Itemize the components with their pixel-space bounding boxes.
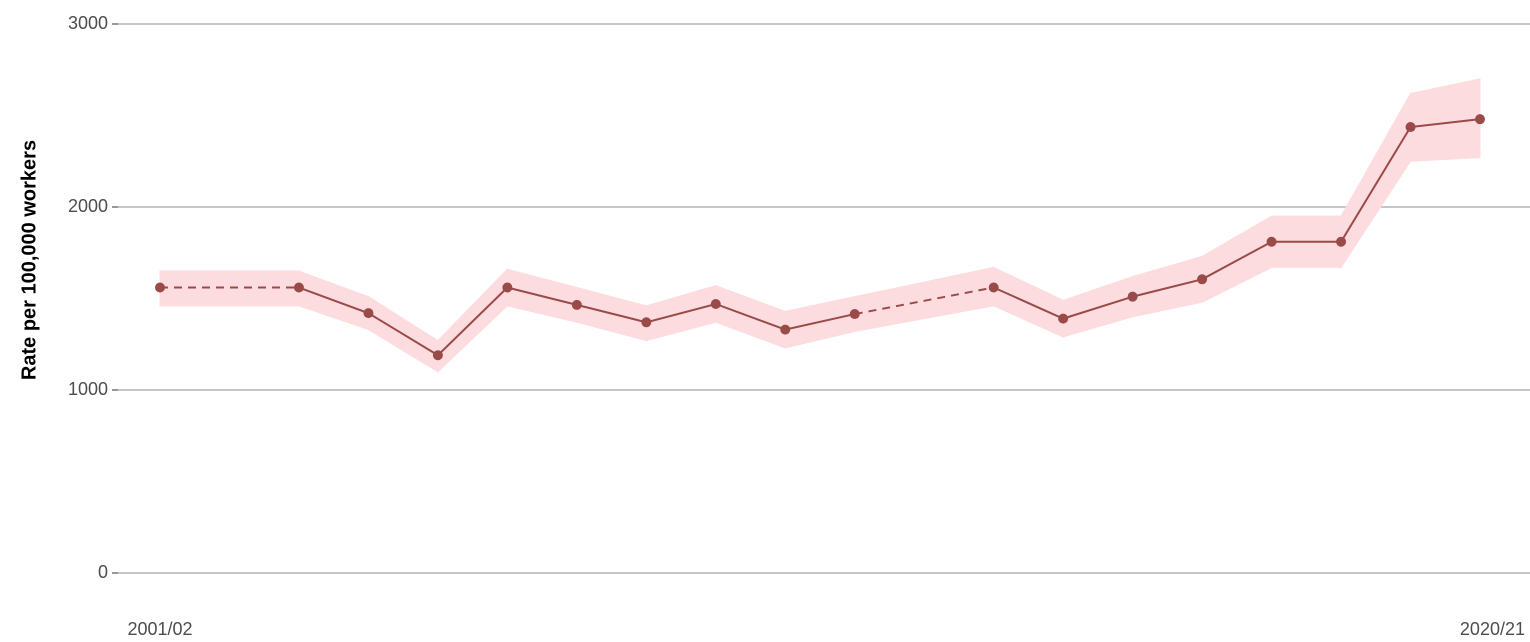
confidence-band	[1410, 78, 1481, 162]
point	[1405, 122, 1416, 133]
y-tick-label: 2000	[68, 196, 108, 216]
point	[1197, 274, 1208, 285]
point	[502, 282, 513, 293]
point	[432, 350, 443, 361]
point	[1127, 291, 1138, 302]
point	[641, 317, 652, 328]
gap-line	[854, 286, 994, 316]
y-axis-title: Rate per 100,000 workers	[18, 140, 40, 380]
confidence-band	[854, 266, 995, 333]
point	[571, 299, 582, 310]
point	[155, 282, 165, 293]
y-tick-label: 0	[98, 562, 108, 582]
confidence-band	[1201, 215, 1273, 303]
point	[780, 324, 791, 335]
line	[993, 118, 1481, 320]
point	[363, 308, 374, 319]
x-tick-label: 2001/02	[127, 619, 192, 639]
point	[1058, 313, 1069, 324]
point	[710, 298, 721, 309]
point	[988, 282, 999, 293]
confidence-band	[1340, 91, 1412, 270]
point	[1266, 236, 1277, 247]
x-tick-label: 2020/21	[1460, 619, 1525, 639]
confidence-band	[1132, 255, 1203, 318]
y-tick-label: 1000	[68, 379, 108, 399]
y-tick-label: 3000	[68, 13, 108, 33]
point	[1336, 236, 1347, 247]
point	[293, 282, 304, 293]
point	[1475, 114, 1485, 125]
point	[849, 309, 860, 320]
